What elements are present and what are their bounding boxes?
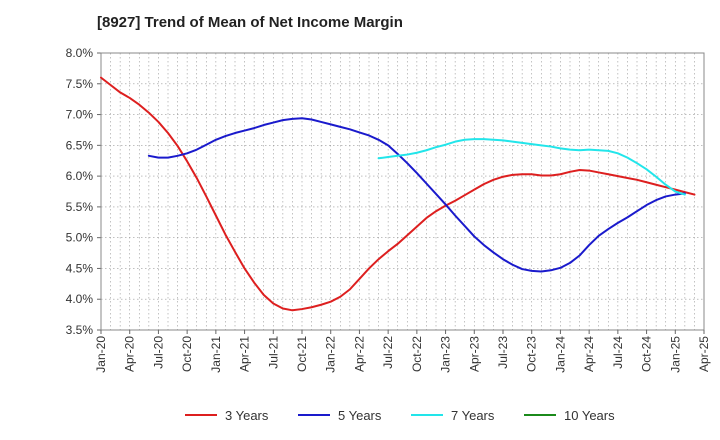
chart-title: [8927] Trend of Mean of Net Income Margi… bbox=[97, 14, 403, 31]
y-tick-label: 5.5% bbox=[66, 200, 94, 214]
x-tick-label: Jan-21 bbox=[209, 336, 223, 373]
y-tick-label: 5.0% bbox=[66, 231, 94, 245]
x-tick-label: Apr-21 bbox=[238, 336, 252, 372]
x-tick-label: Jul-24 bbox=[611, 336, 625, 369]
legend-label: 3 Years bbox=[225, 408, 269, 423]
series-line-7-years bbox=[377, 138, 686, 196]
y-tick-label: 3.5% bbox=[66, 323, 94, 337]
legend-label: 7 Years bbox=[451, 408, 495, 423]
legend-label: 5 Years bbox=[338, 408, 382, 423]
series-line-5-years bbox=[147, 117, 686, 273]
x-tick-label: Oct-23 bbox=[525, 336, 539, 372]
x-tick-label: Oct-20 bbox=[180, 336, 194, 372]
x-tick-label: Jul-20 bbox=[151, 336, 165, 369]
x-tick-label: Jan-23 bbox=[439, 336, 453, 373]
x-tick-label: Apr-20 bbox=[123, 336, 137, 372]
y-tick-label: 6.0% bbox=[66, 169, 94, 183]
x-tick-label: Apr-25 bbox=[697, 336, 711, 372]
legend-label: 10 Years bbox=[564, 408, 615, 423]
x-tick-label: Jan-22 bbox=[324, 336, 338, 373]
y-tick-label: 6.5% bbox=[66, 138, 94, 152]
y-tick-label: 7.5% bbox=[66, 77, 94, 91]
x-tick-label: Jan-25 bbox=[668, 336, 682, 373]
x-tick-label: Jul-21 bbox=[266, 336, 280, 369]
x-tick-label: Jan-20 bbox=[94, 336, 108, 373]
y-tick-label: 4.5% bbox=[66, 261, 94, 275]
x-tick-label: Apr-24 bbox=[582, 336, 596, 372]
y-tick-label: 4.0% bbox=[66, 292, 94, 306]
series-line-3-years bbox=[100, 76, 696, 312]
x-tick-label: Oct-24 bbox=[640, 336, 654, 372]
x-tick-label: Apr-22 bbox=[352, 336, 366, 372]
y-tick-label: 7.0% bbox=[66, 108, 94, 122]
x-tick-label: Apr-23 bbox=[467, 336, 481, 372]
y-tick-label: 8.0% bbox=[66, 46, 94, 60]
x-tick-label: Oct-21 bbox=[295, 336, 309, 372]
x-tick-label: Jan-24 bbox=[553, 336, 567, 373]
x-tick-label: Oct-22 bbox=[410, 336, 424, 372]
x-tick-label: Jul-22 bbox=[381, 336, 395, 369]
x-tick-label: Jul-23 bbox=[496, 336, 510, 369]
plot-border bbox=[100, 52, 705, 331]
